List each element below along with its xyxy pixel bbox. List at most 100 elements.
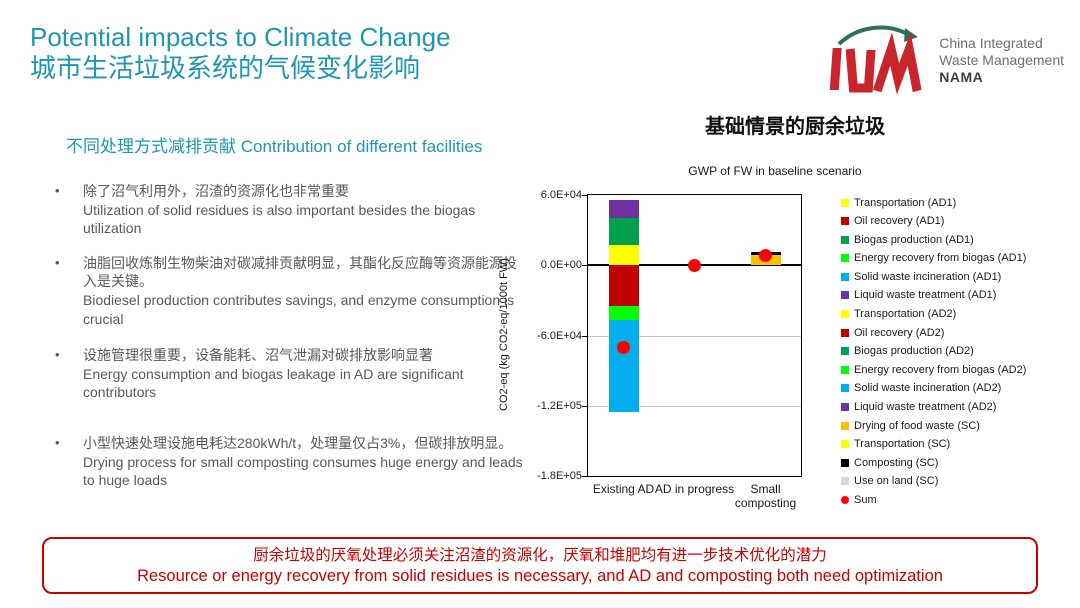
legend-swatch-icon [841,440,849,449]
y-tick-label: 0.0E+00 [540,259,582,272]
legend-swatch-icon [841,403,849,412]
legend-item-label: Liquid waste treatment (AD2) [854,401,997,414]
legend-item-label: Energy recovery from biogas (AD1) [854,252,1027,265]
chart-y-axis-label: CO2-eq (kg CO2-eq/1000t FW) [498,258,510,411]
gridline [588,405,801,407]
legend-item-5: Solid waste incineration (AD1) [841,270,1026,283]
legend-item-label: Oil recovery (AD1) [854,215,945,228]
sum-marker [617,340,630,354]
y-tick-mark [582,195,588,196]
bullet-text: 除了沼气利用外，沼渣的资源化也非常重要 Utilization of solid … [83,182,523,238]
legend-item-13: Drying of food waste (SC) [841,419,1026,432]
legend-item-label: Energy recovery from biogas (AD2) [854,363,1027,376]
legend-swatch-icon [841,272,849,281]
legend-item-label: Sum [854,494,877,506]
legend-item-label: Liquid waste treatment (AD1) [854,289,997,302]
bullet-text-zh: 除了沼气利用外，沼渣的资源化也非常重要 [83,183,349,199]
iwm-nama-logo: China Integrated Waste Management NAMA [825,22,1064,99]
bar-segment [608,320,639,412]
bullet-text: 设施管理很重要，设备能耗、沼气泄漏对碳排放影响显著 Energy consumpt… [83,346,523,402]
legend-item-label: Biogas production (AD2) [854,345,974,358]
logo-text: China Integrated Waste Management NAMA [939,35,1064,86]
logo-nama: NAMA [939,69,984,86]
bullet-item-3: • 设施管理很重要，设备能耗、沼气泄漏对碳排放影响显著 Energy consump… [55,346,523,402]
bullet-text-zh: 小型快速处理设施电耗达280kWh/t，处理量仅占3%，但碳排放明显。 [83,435,513,452]
legend-item-16: Use on land (SC) [841,475,1026,488]
bullet-text: 小型快速处理设施电耗达280kWh/t，处理量仅占3%，但碳排放明显。 Dryin… [83,434,523,490]
bar-segment [608,218,639,246]
bullet-marker: • [55,254,60,270]
legend-swatch-icon [841,328,849,337]
legend-item-9: Biogas production (AD2) [841,345,1026,358]
legend-swatch-icon [841,254,849,263]
legend-item-17: Sum [841,494,1026,506]
bullet-item-1: • 除了沼气利用外，沼渣的资源化也非常重要 Utilization of solid… [55,182,523,238]
legend-item-label: Transportation (AD1) [854,196,957,209]
legend-item-label: Biogas production (AD1) [854,233,974,246]
legend-swatch-icon [841,477,849,486]
bullet-list: • 除了沼气利用外，沼渣的资源化也非常重要 Utilization of solid… [55,182,523,506]
legend-item-3: Biogas production (AD1) [841,233,1026,246]
right-section-heading: 基础情景的厨余垃圾 [705,116,885,138]
bar-segment [608,245,639,266]
bullet-marker: • [55,435,60,451]
bullet-marker: • [55,347,60,363]
conclusion-banner: 厨余垃圾的厌氧处理必须关注沼渣的资源化，厌氧和堆肥均有进一步技术优化的潜力 Re… [42,537,1038,594]
logo-org-line1: China Integrated [939,34,1043,51]
sum-marker [759,248,772,262]
bullet-text-en: Energy consumption and biogas leakage in… [83,365,464,401]
conclusion-chinese: 厨余垃圾的厌氧处理必须关注沼渣的资源化，厌氧和堆肥均有进一步技术优化的潜力 [253,547,827,564]
y-tick-mark [582,265,588,267]
legend-item-label: Solid waste incineration (AD1) [854,270,1002,283]
legend-item-7: Transportation (AD2) [841,308,1026,321]
legend-swatch-icon [841,384,849,393]
legend-item-10: Energy recovery from biogas (AD2) [841,363,1027,376]
legend-swatch-icon [841,235,849,244]
x-axis-category-label: Existing AD [592,482,655,496]
bullet-text-zh: 油脂回收炼制生物柴油对碳减排贡献明显，其酯化反应酶等资源能源投入是关键。 [83,254,517,290]
legend-swatch-icon [841,421,849,430]
legend-item-4: Energy recovery from biogas (AD1) [841,252,1027,265]
page-title: Potential impacts to Climate Change 城市生活… [30,22,451,83]
legend-item-label: Drying of food waste (SC) [854,419,980,432]
y-tick-label: -1.8E+05 [537,470,582,482]
sum-marker [688,259,701,273]
legend-swatch-icon [841,198,849,207]
legend-item-6: Liquid waste treatment (AD1) [841,289,1026,302]
legend-swatch-icon [841,217,849,226]
legend-item-label: Transportation (AD2) [854,308,957,321]
title-chinese: 城市生活垃圾系统的气候变化影响 [30,52,421,83]
bar-segment [608,306,639,321]
legend-item-8: Oil recovery (AD2) [841,326,1026,339]
legend-item-label: Oil recovery (AD2) [854,326,945,339]
title-english: Potential impacts to Climate Change [30,22,451,52]
bar-segment [608,265,639,307]
legend-swatch-icon [841,458,849,467]
logo-org-line2: Waste Management [939,51,1064,68]
legend-item-1: Transportation (AD1) [841,196,1026,209]
x-axis-category-label: AD in progress [654,482,735,496]
bar-segment [608,199,639,219]
chart-legend: Transportation (AD1) Oil recovery (AD1) Bi… [841,197,1026,513]
legend-swatch-icon [841,365,849,374]
legend-swatch-icon [841,496,849,504]
y-tick-label: 6.0E+04 [540,189,582,201]
legend-item-14: Transportation (SC) [841,438,1026,450]
gridline [588,335,801,337]
y-tick-mark [582,405,588,407]
bullet-text: 油脂回收炼制生物柴油对碳减排贡献明显，其酯化反应酶等资源能源投入是关键。 Biod… [83,254,523,328]
bullet-text-en: Utilization of solid residues is also im… [83,201,476,237]
legend-item-label: Use on land (SC) [854,475,939,488]
iwm-logo-icon [825,22,929,99]
y-tick-mark [582,335,588,337]
legend-swatch-icon [841,291,849,300]
legend-swatch-icon [841,347,849,356]
y-tick-label: -1.2E+05 [537,399,582,412]
chart-plot: 6.0E+04 0.0E+00 -6.0E+04 -1.2E+05 -1.8E+05 Ex… [537,189,802,510]
legend-item-label: Composting (SC) [854,456,939,469]
legend-item-12: Liquid waste treatment (AD2) [841,401,1026,414]
bullet-marker: • [55,183,60,198]
bullet-item-2: • 油脂回收炼制生物柴油对碳减排贡献明显，其酯化反应酶等资源能源投入是关键。 Bio… [55,254,523,328]
bullet-text-en: Drying process for small composting cons… [83,453,523,489]
